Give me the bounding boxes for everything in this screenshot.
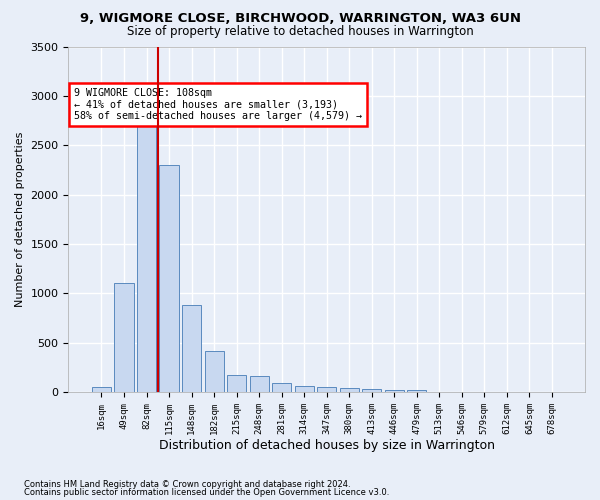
Text: Contains public sector information licensed under the Open Government Licence v3: Contains public sector information licen… [24,488,389,497]
Bar [340,388,359,392]
Text: Contains HM Land Registry data © Crown copyright and database right 2024.: Contains HM Land Registry data © Crown c… [24,480,350,489]
Bar [407,390,427,392]
Bar [205,350,224,392]
Bar [182,305,201,392]
Y-axis label: Number of detached properties: Number of detached properties [15,132,25,307]
Bar [317,386,336,392]
Bar [137,122,156,392]
Text: 9 WIGMORE CLOSE: 108sqm
← 41% of detached houses are smaller (3,193)
58% of semi: 9 WIGMORE CLOSE: 108sqm ← 41% of detache… [74,88,362,121]
X-axis label: Distribution of detached houses by size in Warrington: Distribution of detached houses by size … [159,440,495,452]
Bar [92,386,111,392]
Text: Size of property relative to detached houses in Warrington: Size of property relative to detached ho… [127,25,473,38]
Bar [272,383,291,392]
Bar [115,284,134,392]
Text: 9, WIGMORE CLOSE, BIRCHWOOD, WARRINGTON, WA3 6UN: 9, WIGMORE CLOSE, BIRCHWOOD, WARRINGTON,… [79,12,521,26]
Bar [295,386,314,392]
Bar [227,374,246,392]
Bar [250,376,269,392]
Bar [362,388,382,392]
Bar [385,390,404,392]
Bar [160,166,179,392]
